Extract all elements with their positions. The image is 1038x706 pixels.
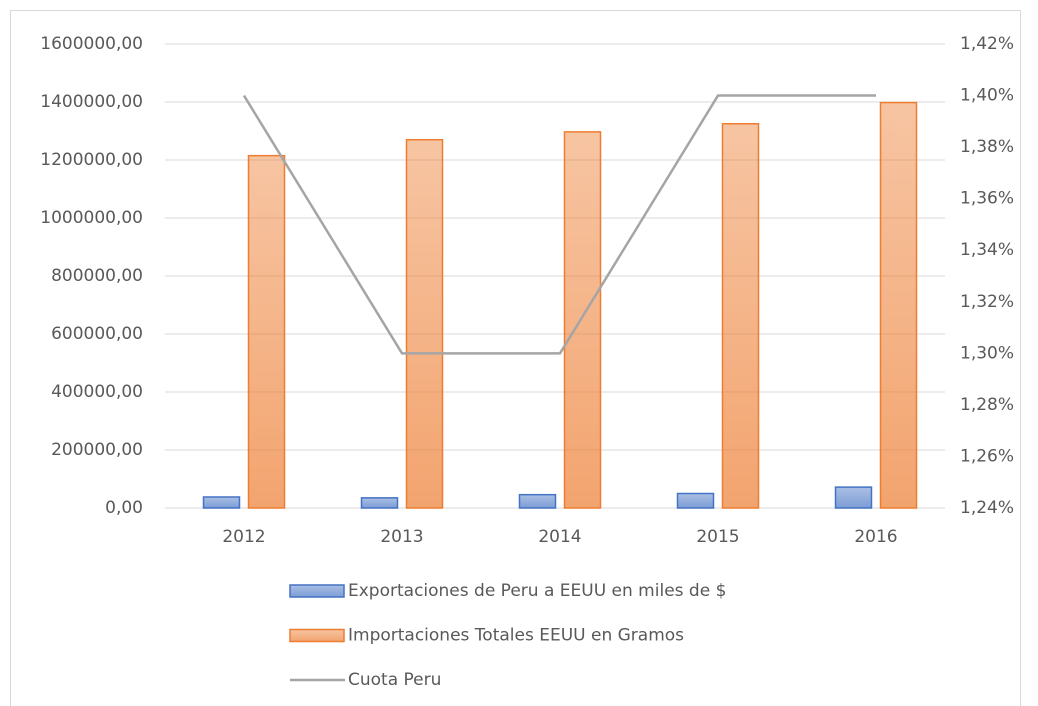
y2-tick-label: 1,24%	[960, 498, 1014, 518]
legend-label: Importaciones Totales EEUU en Gramos	[348, 626, 684, 646]
legend-swatch	[289, 628, 345, 643]
y-tick-label: 1200000,00	[40, 150, 143, 170]
y-tick-label: 1600000,00	[40, 34, 143, 54]
bar	[202, 496, 241, 509]
line	[242, 94, 876, 355]
bar	[676, 492, 715, 509]
y-tick-label: 400000,00	[51, 382, 143, 402]
x-tick-label: 2014	[538, 527, 581, 547]
y2-tick-label: 1,32%	[960, 292, 1014, 312]
legend-label: Exportaciones de Peru a EEUU en miles de…	[348, 581, 726, 601]
x-tick-label: 2016	[854, 527, 897, 547]
bar	[721, 123, 760, 509]
y2-tick-label: 1,36%	[960, 189, 1014, 209]
y-tick-label: 600000,00	[51, 324, 143, 344]
bar	[518, 493, 557, 509]
y2-tick-label: 1,42%	[960, 34, 1014, 54]
y2-tick-label: 1,40%	[960, 86, 1014, 106]
legend-label: Cuota Peru	[348, 670, 441, 690]
y-tick-label: 200000,00	[51, 440, 143, 460]
y-tick-label: 0,00	[105, 498, 143, 518]
y-tick-label: 1000000,00	[40, 208, 143, 228]
y2-tick-label: 1,28%	[960, 395, 1014, 415]
y-tick-label: 800000,00	[51, 266, 143, 286]
bar	[834, 486, 873, 509]
bar	[879, 101, 918, 509]
x-tick-label: 2013	[380, 527, 423, 547]
legend-swatch	[289, 584, 345, 598]
x-tick-label: 2012	[222, 527, 265, 547]
chart-border	[10, 10, 1021, 706]
y-tick-label: 1400000,00	[40, 92, 143, 112]
y2-tick-label: 1,26%	[960, 446, 1014, 466]
y2-tick-label: 1,38%	[960, 137, 1014, 157]
y2-tick-label: 1,30%	[960, 343, 1014, 363]
bar	[405, 138, 444, 509]
bar	[360, 497, 399, 509]
bar	[563, 131, 602, 509]
bar	[247, 154, 286, 509]
y2-tick-label: 1,34%	[960, 240, 1014, 260]
x-tick-label: 2015	[696, 527, 739, 547]
